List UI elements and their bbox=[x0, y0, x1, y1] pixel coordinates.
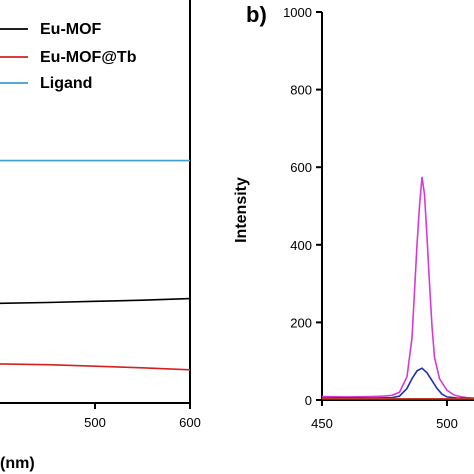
panel-b-x-tick-label: 450 bbox=[311, 416, 333, 431]
panel-a-x-tick-label: 600 bbox=[179, 415, 201, 430]
panel-a-ticks: 500 600 bbox=[84, 403, 201, 430]
panel-b-y-tick-label: 600 bbox=[290, 160, 312, 175]
panel-a-legend: Eu-MOF Eu-MOF@Tb Ligand bbox=[0, 21, 137, 92]
panel-b-y-tick-label: 200 bbox=[290, 315, 312, 330]
panel-b-y-tick-label: 800 bbox=[290, 83, 312, 98]
panel-a-series-line-0 bbox=[0, 297, 191, 305]
panel-a-x-tick-label: 500 bbox=[84, 415, 106, 430]
panel-a-x-axis-title: (nm) bbox=[0, 455, 35, 472]
panel-a: 500 600 (nm) Eu-MOF Eu-MOF@Tb Ligand bbox=[0, 0, 201, 472]
panel-b-y-tick-label: 0 bbox=[305, 393, 312, 408]
panel-b-x-tick-label: 500 bbox=[436, 416, 458, 431]
panel-b: b) Intensity 0 200 400 600 800 1000 450 500 bbox=[233, 2, 474, 431]
panel-b-y-tick-label: 1000 bbox=[283, 5, 312, 20]
panel-b-label: b) bbox=[246, 2, 267, 27]
panel-a-series-group bbox=[0, 159, 191, 371]
panel-a-legend-label: Eu-MOF@Tb bbox=[40, 49, 137, 66]
panel-b-series-group bbox=[321, 176, 474, 400]
panel-b-ticks: 0 200 400 600 800 1000 450 500 bbox=[283, 5, 458, 431]
panel-b-series-line-1 bbox=[322, 367, 474, 400]
panel-b-y-tick-label: 400 bbox=[290, 238, 312, 253]
panel-a-series-line-1 bbox=[0, 363, 191, 371]
panel-b-y-axis-title: Intensity bbox=[233, 177, 250, 243]
panel-a-legend-label: Eu-MOF bbox=[40, 21, 102, 38]
panel-a-legend-label: Ligand bbox=[40, 75, 92, 92]
panel-b-series-line-0 bbox=[321, 176, 474, 399]
